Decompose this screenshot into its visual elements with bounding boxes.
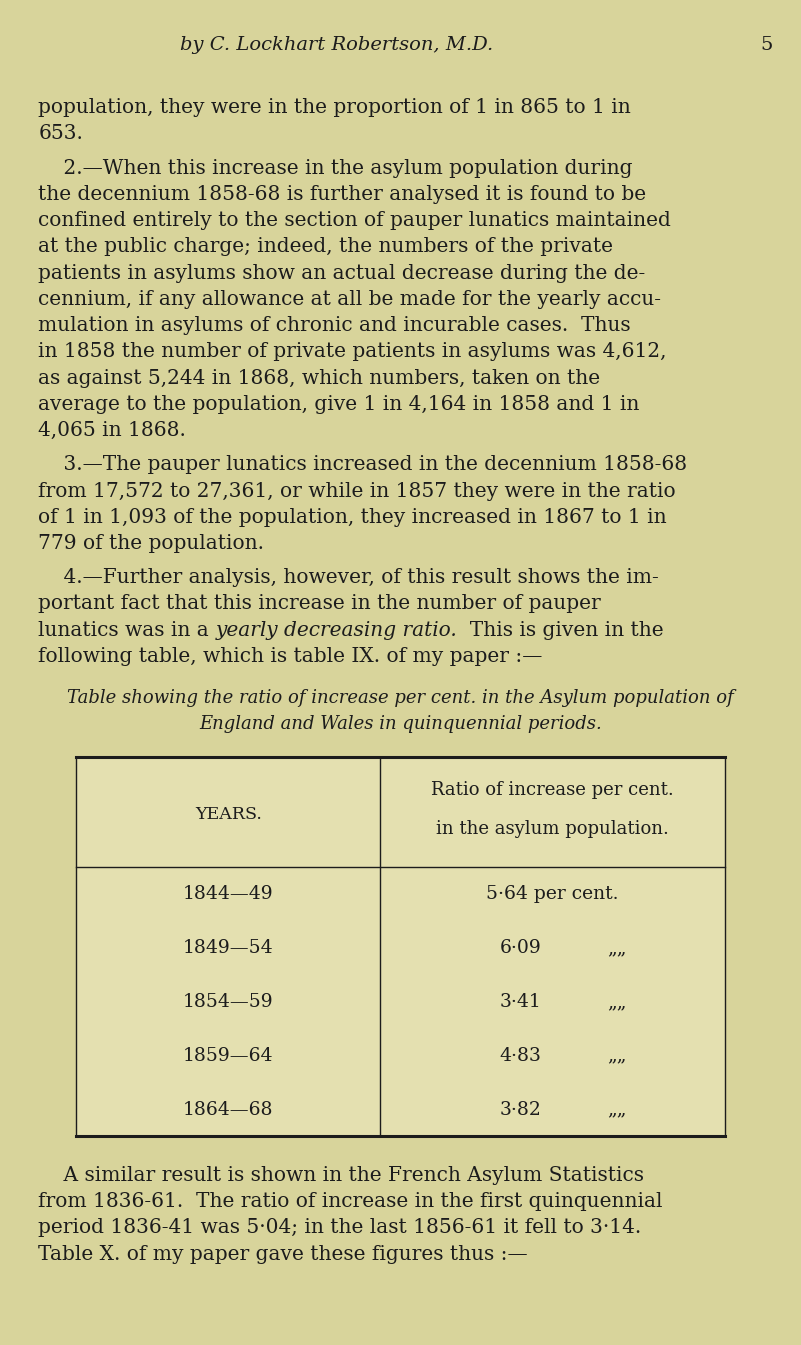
- Text: „„: „„: [607, 1100, 626, 1119]
- Text: 653.: 653.: [38, 125, 83, 144]
- Text: 1844—49: 1844—49: [183, 885, 274, 904]
- Text: 4·83: 4·83: [500, 1046, 541, 1065]
- Text: 4,065 in 1868.: 4,065 in 1868.: [38, 421, 187, 440]
- Text: „„: „„: [607, 1046, 626, 1065]
- Text: portant fact that this increase in the number of pauper: portant fact that this increase in the n…: [38, 594, 602, 613]
- Text: 3.—The pauper lunatics increased in the decennium 1858-68: 3.—The pauper lunatics increased in the …: [38, 455, 687, 475]
- Text: as against 5,244 in 1868, which numbers, taken on the: as against 5,244 in 1868, which numbers,…: [38, 369, 601, 387]
- Text: 1849—54: 1849—54: [183, 939, 274, 958]
- Text: 1859—64: 1859—64: [183, 1046, 273, 1065]
- Text: Table showing the ratio of increase per cent. in the Asylum population of: Table showing the ratio of increase per …: [67, 689, 734, 707]
- Text: This is given in the: This is given in the: [457, 620, 664, 640]
- Text: yearly decreasing ratio.: yearly decreasing ratio.: [215, 620, 457, 640]
- Text: the decennium 1858-68 is further analysed it is found to be: the decennium 1858-68 is further analyse…: [38, 186, 646, 204]
- Text: Table X. of my paper gave these figures thus :—: Table X. of my paper gave these figures …: [38, 1244, 528, 1264]
- Text: 779 of the population.: 779 of the population.: [38, 534, 264, 553]
- Text: „„: „„: [607, 939, 626, 958]
- Text: 5·64 per cent.: 5·64 per cent.: [486, 885, 619, 904]
- Text: patients in asylums show an actual decrease during the de-: patients in asylums show an actual decre…: [38, 264, 646, 282]
- Text: 1854—59: 1854—59: [183, 993, 274, 1011]
- Text: Ratio of increase per cent.: Ratio of increase per cent.: [431, 781, 674, 799]
- Text: 2.—When this increase in the asylum population during: 2.—When this increase in the asylum popu…: [38, 159, 633, 178]
- Text: YEARS.: YEARS.: [195, 806, 262, 823]
- Text: of 1 in 1,093 of the population, they increased in 1867 to 1 in: of 1 in 1,093 of the population, they in…: [38, 507, 667, 527]
- Text: following table, which is table IX. of my paper :—: following table, which is table IX. of m…: [38, 647, 543, 666]
- Text: „„: „„: [607, 993, 626, 1011]
- Text: average to the population, give 1 in 4,164 in 1858 and 1 in: average to the population, give 1 in 4,1…: [38, 394, 640, 414]
- Text: England and Wales in quinquennial periods.: England and Wales in quinquennial period…: [199, 714, 602, 733]
- Text: from 17,572 to 27,361, or while in 1857 they were in the ratio: from 17,572 to 27,361, or while in 1857 …: [38, 482, 676, 500]
- Text: 3·41: 3·41: [500, 993, 541, 1011]
- Text: population, they were in the proportion of 1 in 865 to 1 in: population, they were in the proportion …: [38, 98, 631, 117]
- Text: period 1836-41 was 5·04; in the last 1856-61 it fell to 3·14.: period 1836-41 was 5·04; in the last 185…: [38, 1219, 642, 1237]
- Text: 5: 5: [761, 36, 773, 54]
- Text: cennium, if any allowance at all be made for the yearly accu-: cennium, if any allowance at all be made…: [38, 289, 662, 309]
- Text: 6·09: 6·09: [500, 939, 541, 958]
- Text: by C. Lockhart Robertson, M.D.: by C. Lockhart Robertson, M.D.: [179, 36, 493, 54]
- Text: lunatics was in a: lunatics was in a: [38, 620, 215, 640]
- Text: from 1836-61.  The ratio of increase in the first quinquennial: from 1836-61. The ratio of increase in t…: [38, 1192, 663, 1212]
- Text: in 1858 the number of private patients in asylums was 4,612,: in 1858 the number of private patients i…: [38, 342, 667, 362]
- Text: A similar result is shown in the French Asylum Statistics: A similar result is shown in the French …: [38, 1166, 645, 1185]
- Text: 3·82: 3·82: [500, 1100, 541, 1119]
- Text: in the asylum population.: in the asylum population.: [437, 820, 669, 838]
- Text: confined entirely to the section of pauper lunatics maintained: confined entirely to the section of paup…: [38, 211, 671, 230]
- Text: 4.—Further analysis, however, of this result shows the im-: 4.—Further analysis, however, of this re…: [38, 568, 659, 588]
- Bar: [76, 757, 725, 1137]
- Text: 1864—68: 1864—68: [183, 1100, 273, 1119]
- Text: mulation in asylums of chronic and incurable cases.  Thus: mulation in asylums of chronic and incur…: [38, 316, 631, 335]
- Text: at the public charge; indeed, the numbers of the private: at the public charge; indeed, the number…: [38, 237, 614, 257]
